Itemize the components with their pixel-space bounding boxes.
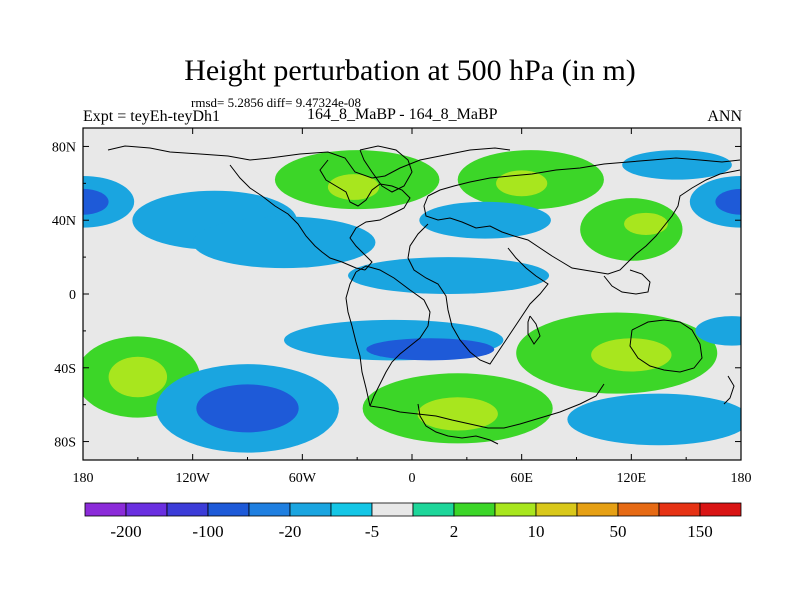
coastline-greenland [359,145,413,193]
negative-anomaly-core [366,338,495,361]
coastline-europe-south [423,195,597,273]
colorbar-swatch [699,502,742,517]
positive-anomaly-core [327,174,380,200]
colorbar-swatch [658,502,701,517]
x-tick-label: 60W [289,471,317,486]
x-tick-label: 60E [510,471,533,486]
colorbar-label: 50 [610,522,627,541]
x-tick-label: 120W [176,471,211,486]
plot-title: Height perturbation at 500 hPa (in m) [184,54,636,87]
positive-anomaly-core [108,356,168,398]
coastline-eurasia [427,157,741,197]
negative-anomaly-region [567,393,741,446]
positive-anomaly-core [417,397,498,431]
coastline-north-america [107,145,511,179]
colorbar-swatch [289,502,332,517]
y-tick-label: 40S [54,362,76,377]
negative-anomaly-region [695,316,741,346]
colorbar-swatch [207,502,250,517]
coastline-north-america-west [229,164,366,271]
coastline-africa [407,223,549,365]
negative-anomaly-core [715,188,741,215]
coastline-antarctic-peninsula [417,403,499,445]
colorbar-swatch [535,502,578,517]
contour-fill-layer [83,128,741,460]
y-tick-label: 80S [54,436,76,451]
x-tick-label: 0 [409,471,416,486]
colorbar-swatch [412,502,455,517]
colorbar-label: -200 [110,522,141,541]
coastline-southeast-asia [603,269,651,295]
coastline-layer [107,145,741,445]
negative-anomaly-region [348,257,550,294]
colorbar-swatch [330,502,373,517]
negative-anomaly-core [83,188,109,215]
colorbar-label: -20 [279,522,302,541]
colorbar-label: 2 [450,522,459,541]
colorbar-label: 10 [528,522,545,541]
y-tick-label: 0 [69,288,76,303]
coastline-madagascar [527,315,541,345]
x-tick-label: 120E [617,471,647,486]
negative-anomaly-region [622,150,732,180]
colorbar-swatch [125,502,168,517]
positive-anomaly-core [624,212,668,235]
coastline-south-america-west [345,271,371,407]
negative-anomaly-core [196,384,299,433]
colorbar-swatch [494,502,537,517]
colorbar-swatch [576,502,619,517]
map-axes: 180 120W 60W 0 60E 120E 180 80N 40N 0 40S 80S [52,127,752,486]
colorbar: -200 -100 -20 -5 2 10 50 150 [84,502,742,541]
experiment-label: Expt = teyEh-teyDh1 [83,108,220,125]
colorbar-label: 150 [687,522,713,541]
coastline-australia [629,319,703,373]
coastline-new-zealand [723,375,735,405]
negative-anomaly-region [419,201,551,239]
x-tick-label: 180 [73,471,94,486]
case-label: 164_8_MaBP - 164_8_MaBP [307,106,498,123]
x-tick-label: 180 [731,471,752,486]
coastline-asia-east [595,169,741,275]
coastline-south-america [355,265,431,407]
colorbar-swatch [166,502,209,517]
y-tick-label: 40N [52,214,76,229]
positive-anomaly-core [496,170,548,197]
coastline-antarctica [369,383,605,429]
positive-anomaly-core [591,338,672,372]
colorbar-label: -5 [365,522,379,541]
colorbar-swatch [371,502,414,517]
colorbar-label: -100 [192,522,223,541]
coastline-north-america-east [319,159,411,271]
season-label: ANN [707,108,742,125]
colorbar-swatch [84,502,127,517]
colorbar-swatch [453,502,496,517]
colorbar-swatch [248,502,291,517]
stats-line: rmsd= 5.2856 diff= 9.47324e-08 [191,95,362,110]
y-tick-label: 80N [52,140,76,155]
negative-anomaly-region [192,216,376,269]
colorbar-swatch [617,502,660,517]
